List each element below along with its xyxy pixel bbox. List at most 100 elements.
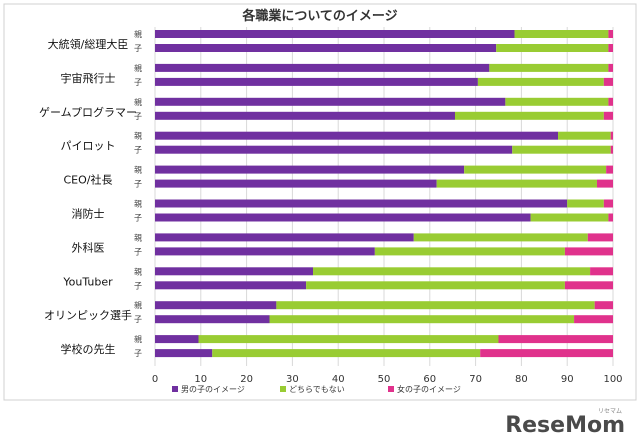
- logo-brand: ReseMom: [505, 413, 625, 438]
- category-label: 外科医: [72, 240, 105, 254]
- sub-label: 親: [134, 266, 142, 276]
- bar-segment: [608, 213, 613, 222]
- bar-segment: [155, 145, 513, 154]
- bar-segment: [480, 349, 613, 358]
- chart-title: 各職業についてのイメージ: [241, 8, 397, 24]
- bar-segment: [596, 179, 613, 188]
- category-label: パイロット: [61, 140, 116, 153]
- bar-segment: [155, 63, 490, 72]
- bar-segment: [603, 77, 613, 86]
- bar-segment: [155, 179, 437, 188]
- sub-label: 子: [134, 146, 142, 155]
- bar-segment: [155, 247, 375, 256]
- plot-border: [3, 3, 637, 401]
- bar-segment: [276, 301, 595, 310]
- sub-label: 親: [134, 334, 142, 344]
- bar-segment: [454, 111, 604, 120]
- bar-segment: [155, 315, 270, 324]
- bar-segment: [608, 30, 613, 38]
- bar-segment: [498, 335, 613, 344]
- bar-segment: [155, 281, 307, 290]
- bar-segment: [198, 335, 499, 344]
- legend: 男の子のイメージ どちらでもない 女の子のイメージ: [172, 384, 461, 394]
- bar-segment: [155, 213, 531, 222]
- sub-label: 親: [134, 131, 142, 141]
- sub-label: 子: [134, 44, 142, 53]
- sub-label: 子: [134, 214, 142, 223]
- legend-label: 男の子のイメージ: [181, 385, 245, 394]
- bar-segment: [606, 165, 613, 174]
- sub-label: 子: [134, 315, 142, 324]
- sub-label: 親: [134, 63, 142, 73]
- legend-swatch: [388, 386, 394, 392]
- bar-segment: [155, 30, 515, 38]
- bar-segment: [436, 179, 597, 188]
- sub-label: 子: [134, 78, 142, 87]
- bar-segment: [374, 247, 565, 256]
- category-label: 消防士: [72, 206, 105, 220]
- bar-segment: [313, 267, 591, 276]
- sub-label: 子: [134, 349, 142, 358]
- category-label: CEO/社長: [64, 173, 113, 187]
- bar-segment: [489, 63, 609, 72]
- bar-segment: [610, 131, 613, 140]
- x-tick-label: 50: [378, 374, 391, 385]
- bar-segment: [413, 233, 588, 242]
- legend-swatch: [172, 386, 178, 392]
- sub-label: 親: [134, 29, 142, 39]
- x-tick-label: 20: [240, 374, 253, 385]
- bar-segment: [558, 131, 611, 140]
- bar-segment: [155, 267, 314, 276]
- bar-segment: [155, 335, 199, 344]
- x-tick-label: 80: [515, 374, 528, 385]
- x-tick-label: 40: [332, 374, 345, 385]
- x-tick-labels: 0 10 20 30 40 50 60 70 80 90 100: [152, 374, 623, 385]
- bar-segment: [155, 233, 414, 242]
- logo-kana: リセマム: [598, 408, 622, 415]
- bar-segment: [603, 199, 613, 208]
- category-label: 大統領/総理大臣: [48, 37, 129, 51]
- bar-segment: [608, 97, 613, 106]
- bar-segment: [496, 44, 609, 52]
- x-tick-label: 60: [423, 374, 436, 385]
- bar-segment: [564, 281, 613, 290]
- bar-segment: [477, 77, 604, 86]
- bar-segment: [155, 301, 277, 310]
- category-labels: 大統領/総理大臣親子宇宙飛行士親子ゲームプログラマー親子パイロット親子CEO/社…: [39, 29, 142, 358]
- bar-segment: [567, 199, 604, 208]
- sub-label: 子: [134, 247, 142, 256]
- sub-label: 親: [134, 232, 142, 242]
- bar-segment: [155, 97, 506, 106]
- bar-segment: [155, 131, 559, 140]
- x-tick-label: 30: [286, 374, 299, 385]
- sub-label: 子: [134, 112, 142, 121]
- category-label: YouTuber: [62, 275, 113, 288]
- bar-segment: [155, 165, 465, 174]
- gridlines: [154, 27, 614, 366]
- category-label: 宇宙飛行士: [61, 71, 116, 85]
- bar-segment: [574, 315, 613, 324]
- legend-label: どちらでもない: [289, 385, 345, 394]
- bar-segment: [610, 145, 613, 154]
- bar-segment: [155, 349, 213, 358]
- bar-segment: [306, 281, 565, 290]
- legend-label: 女の子のイメージ: [397, 384, 461, 394]
- sub-label: 子: [134, 281, 142, 290]
- bar-segment: [594, 301, 613, 310]
- bar-group: [155, 30, 613, 358]
- bar-segment: [505, 97, 609, 106]
- sub-label: 親: [134, 165, 142, 175]
- x-tick-label: 10: [194, 374, 207, 385]
- x-tick-label: 90: [561, 374, 574, 385]
- resemom-logo: リセマム ReseMom: [505, 408, 625, 438]
- bar-segment: [512, 145, 611, 154]
- bar-segment: [603, 111, 613, 120]
- bar-segment: [155, 44, 497, 52]
- x-tick-label: 0: [152, 374, 158, 385]
- bar-segment: [155, 77, 478, 86]
- bar-segment: [464, 165, 607, 174]
- bar-segment: [530, 213, 609, 222]
- x-tick-label: 70: [469, 374, 482, 385]
